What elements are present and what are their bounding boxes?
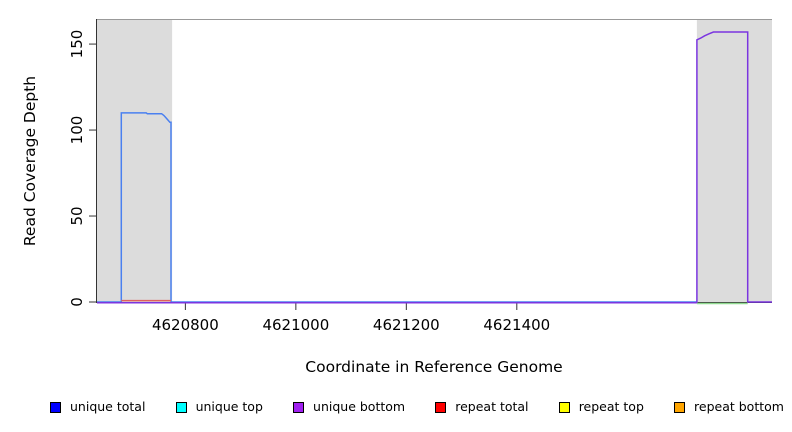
x-tick-label: 4621000 xyxy=(262,316,330,334)
legend-swatch-icon xyxy=(435,401,447,413)
legend-item: repeat top xyxy=(558,398,644,414)
legend-item: unique bottom xyxy=(293,398,406,414)
legend-item: unique top xyxy=(175,398,263,414)
legend-swatch-icon xyxy=(558,401,570,413)
legend-label: repeat bottom xyxy=(694,398,784,414)
legend-label: repeat total xyxy=(455,398,529,414)
y-tick-label: 100 xyxy=(68,115,86,145)
series-line-unique-total xyxy=(97,112,697,303)
x-tick-label: 4620800 xyxy=(151,316,219,334)
legend-swatch-icon xyxy=(674,401,686,413)
y-tick-label: 0 xyxy=(68,297,86,307)
legend-item: repeat bottom xyxy=(674,398,784,414)
legend-label: unique bottom xyxy=(313,398,406,414)
x-tick-label: 4621400 xyxy=(483,316,551,334)
legend-item: unique total xyxy=(50,398,146,414)
x-tick-label: 4621200 xyxy=(372,316,440,334)
legend-swatch-icon xyxy=(50,401,61,413)
legend-swatch-icon xyxy=(293,401,305,413)
legend-item: repeat total xyxy=(435,398,529,414)
y-axis-title: Read Coverage Depth xyxy=(21,75,39,247)
highlight-region xyxy=(696,20,772,302)
legend-label: repeat top xyxy=(578,398,644,414)
x-axis-title: Coordinate in Reference Genome xyxy=(305,358,563,376)
highlight-region xyxy=(97,20,173,302)
chart-legend: unique total unique top unique bottom repea… xyxy=(50,394,784,420)
y-tick-label: 50 xyxy=(68,206,86,226)
y-tick-label: 150 xyxy=(68,29,86,59)
legend-swatch-icon xyxy=(175,401,187,413)
series-line-unique-bottom xyxy=(97,31,772,304)
legend-label: unique total xyxy=(70,398,146,414)
legend-label: unique top xyxy=(195,398,263,414)
